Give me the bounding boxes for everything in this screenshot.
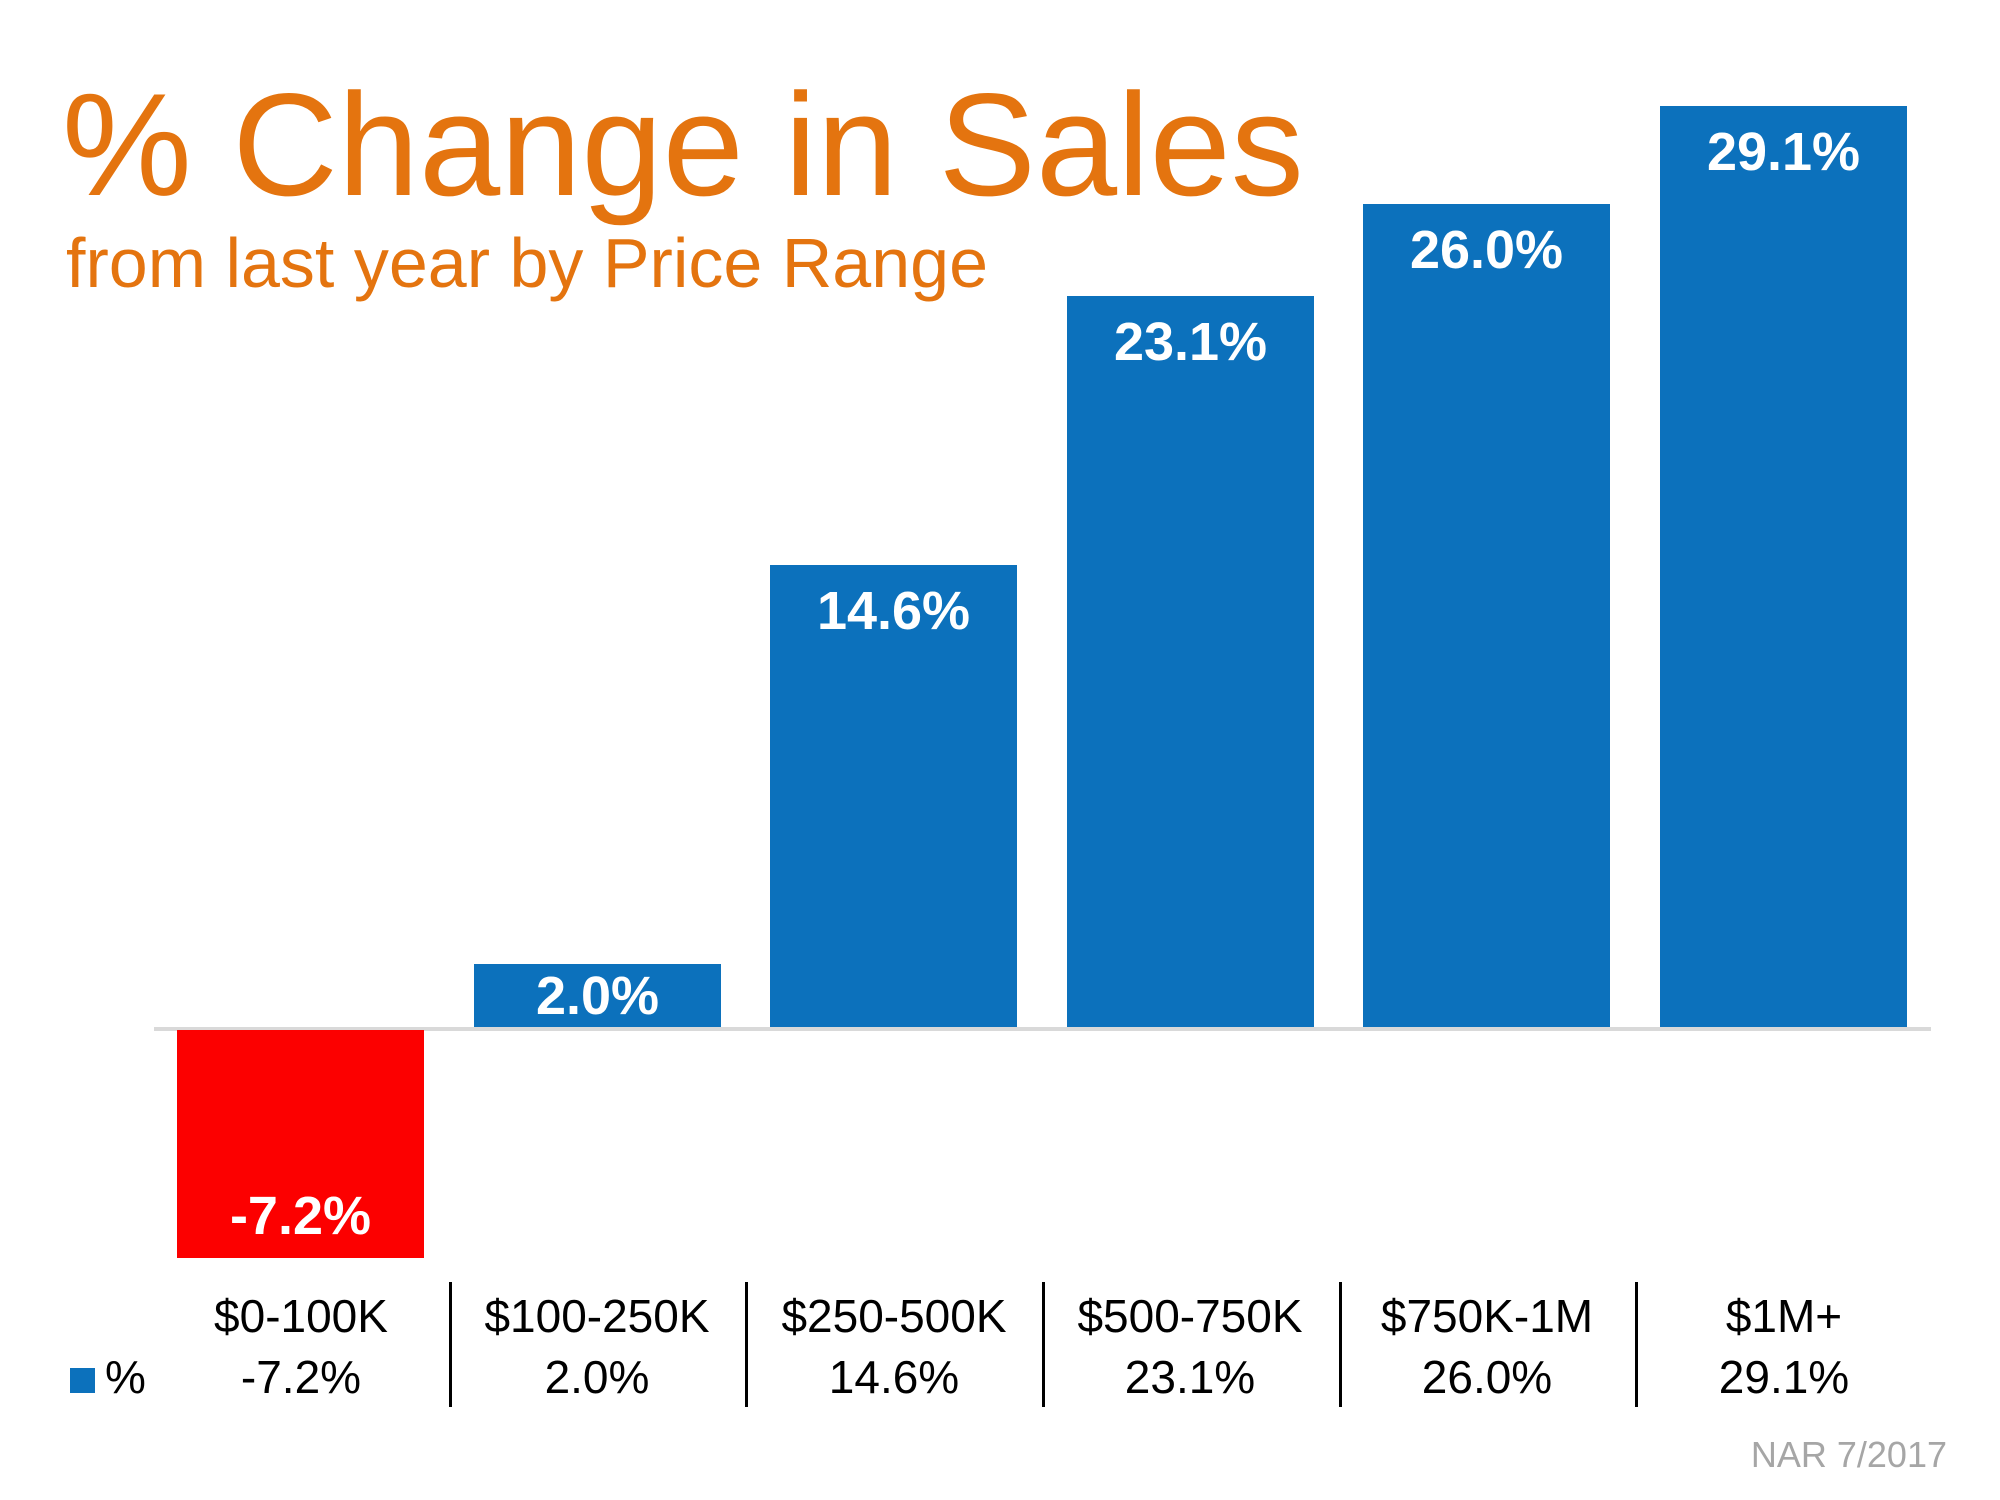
- category-label: $500-750K: [1077, 1290, 1303, 1342]
- category-label: $250-500K: [781, 1290, 1007, 1342]
- category-label: $1M+: [1725, 1290, 1843, 1342]
- bar-value-label: 23.1%: [1113, 312, 1268, 372]
- category-label: $0-100K: [214, 1290, 388, 1342]
- column-divider: [1042, 1282, 1045, 1407]
- value-label: 2.0%: [544, 1351, 650, 1403]
- source-credit: NAR 7/2017: [1750, 1434, 1947, 1475]
- legend-series-label: %: [105, 1351, 146, 1403]
- x-axis-line: [154, 1027, 1931, 1031]
- bar-$500-750K: 23.1%: [1067, 296, 1314, 1027]
- page-title: % Change in Sales: [62, 63, 1304, 226]
- legend: %: [70, 1353, 146, 1401]
- page-subtitle: from last year by Price Range: [66, 224, 989, 302]
- legend-swatch-icon: [70, 1367, 95, 1393]
- bar-value-label: 2.0%: [535, 965, 660, 1026]
- bar-$100-250K: 2.0%: [474, 964, 721, 1027]
- value-label: 14.6%: [828, 1351, 960, 1403]
- column-divider: [1635, 1282, 1638, 1407]
- category-label: $750K-1M: [1380, 1290, 1594, 1342]
- bar-$250-500K: 14.6%: [770, 565, 1017, 1027]
- category-label: $100-250K: [484, 1290, 710, 1342]
- bar-value-label: -7.2%: [229, 1186, 372, 1246]
- column-divider: [449, 1282, 452, 1407]
- value-label: -7.2%: [240, 1351, 362, 1403]
- column-divider: [745, 1282, 748, 1407]
- bar-value-label: 29.1%: [1706, 122, 1861, 182]
- value-label: 26.0%: [1421, 1351, 1553, 1403]
- value-label: 23.1%: [1124, 1351, 1256, 1403]
- bar-$750K-1M: 26.0%: [1363, 204, 1610, 1027]
- bar-$0-100K: -7.2%: [177, 1030, 424, 1258]
- bar-value-label: 14.6%: [816, 581, 971, 641]
- value-label: 29.1%: [1718, 1351, 1850, 1403]
- bar-$1M+: 29.1%: [1660, 106, 1907, 1027]
- column-divider: [1339, 1282, 1342, 1407]
- bar-value-label: 26.0%: [1409, 220, 1564, 280]
